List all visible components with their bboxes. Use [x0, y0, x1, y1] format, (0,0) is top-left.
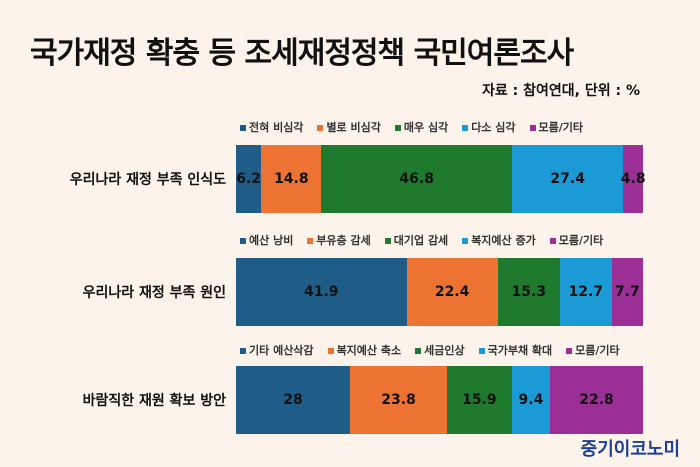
bar-segment: 15.3	[497, 258, 560, 326]
legend-swatch	[529, 125, 536, 131]
legend-swatch	[384, 238, 391, 244]
legend-label: 모름/기타	[538, 121, 584, 134]
bar-segment: 15.9	[447, 366, 512, 434]
stacked-bar: 6.2 14.8 46.8 27.4 4.8	[236, 145, 646, 213]
bar-segment: 46.8	[321, 145, 512, 213]
category-label: 바람직한 재원 확보 방안	[82, 393, 226, 409]
bar-segment: 4.8	[621, 145, 646, 213]
bar-segment: 28	[236, 366, 351, 434]
legend-swatch	[327, 348, 334, 354]
legend-label: 세금인상	[424, 344, 465, 357]
bar-segment: 22.4	[406, 258, 498, 326]
legend-item: 기타 예산삭감	[240, 342, 314, 358]
legend-item: 대기업 감세	[384, 232, 449, 248]
legend-item: 복지예산 증가	[462, 232, 536, 248]
legend-item: 매우 심각	[394, 119, 449, 135]
bar-segment: 27.4	[511, 145, 624, 213]
bar-segment: 7.7	[611, 258, 643, 326]
legend: 예산 낭비 부유층 감세 대기업 감세 복지예산 증가 모름/기타	[240, 232, 603, 248]
bar-segment: 12.7	[559, 258, 612, 326]
stacked-bar: 41.9 22.4 15.3 12.7 7.7	[236, 258, 643, 326]
legend-label: 매우 심각	[403, 121, 449, 134]
legend-item: 별로 비심각	[317, 119, 381, 135]
legend-swatch	[462, 125, 469, 131]
bar-segment: 6.2	[236, 145, 262, 213]
bar-segment: 14.8	[261, 145, 322, 213]
legend-label: 모름/기타	[575, 344, 620, 357]
legend-label: 다소 심각	[471, 121, 516, 134]
legend-item: 세금인상	[415, 342, 465, 358]
legend-swatch	[415, 348, 422, 354]
chart-title: 국가재정 확충 등 조세재정정책 국민여론조사	[30, 36, 574, 71]
legend-swatch	[240, 238, 246, 244]
legend-swatch	[478, 348, 485, 354]
legend-item: 모름/기타	[549, 232, 604, 248]
bar-segment: 22.8	[550, 366, 643, 434]
category-label: 우리나라 재정 부족 원인	[82, 285, 226, 301]
stacked-bar: 28 23.8 15.9 9.4 22.8	[236, 366, 643, 434]
legend-swatch	[240, 125, 246, 131]
legend-swatch	[549, 238, 556, 244]
legend-swatch	[240, 348, 246, 354]
legend-item: 예산 낭비	[240, 232, 293, 248]
bar-segment: 23.8	[350, 366, 448, 434]
bar-segment: 41.9	[236, 258, 407, 326]
legend-item: 전혀 비심각	[240, 119, 303, 135]
legend-item: 다소 심각	[462, 119, 516, 135]
source-note: 자료 : 참여연대, 단위 : %	[482, 83, 640, 99]
legend-swatch	[307, 238, 314, 244]
legend-label: 별로 비심각	[326, 121, 381, 134]
legend-item: 모름/기타	[529, 119, 584, 135]
brand-logo: 중기이코노미	[580, 439, 680, 460]
legend-label: 모름/기타	[558, 234, 604, 247]
legend-label: 부유층 감세	[316, 234, 371, 247]
legend-item: 국가부채 확대	[478, 342, 553, 358]
legend-label: 국가부채 확대	[487, 344, 553, 357]
legend-swatch	[394, 125, 401, 131]
category-label: 우리나라 재정 부족 인식도	[69, 172, 226, 188]
legend-swatch	[462, 238, 469, 244]
legend-label: 대기업 감세	[393, 234, 449, 247]
legend: 전혀 비심각 별로 비심각 매우 심각 다소 심각 모름/기타	[240, 119, 583, 135]
legend-swatch	[566, 348, 573, 354]
legend-label: 전혀 비심각	[249, 121, 304, 134]
legend-label: 복지예산 축소	[336, 344, 402, 357]
legend: 기타 예산삭감 복지예산 축소 세금인상 국가부채 확대 모름/기타	[240, 342, 620, 358]
legend-swatch	[317, 125, 324, 131]
legend-item: 모름/기타	[566, 342, 620, 358]
legend-label: 기타 예산삭감	[249, 344, 314, 357]
legend-item: 부유층 감세	[307, 232, 371, 248]
legend-label: 예산 낭비	[249, 234, 294, 247]
legend-item: 복지예산 축소	[327, 342, 402, 358]
bar-segment: 9.4	[511, 366, 551, 434]
legend-label: 복지예산 증가	[471, 234, 536, 247]
